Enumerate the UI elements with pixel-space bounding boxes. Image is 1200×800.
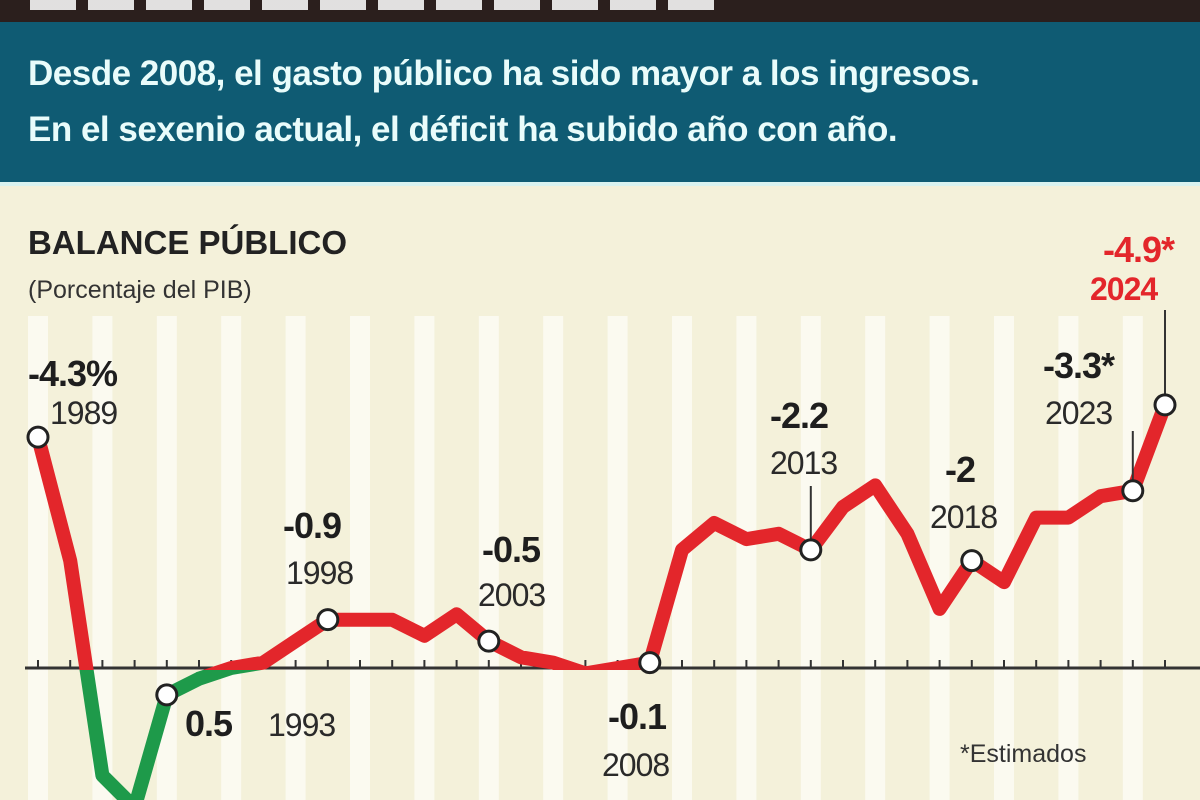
year-label: 2008 xyxy=(602,747,669,783)
year-label: 1989 xyxy=(50,395,117,431)
subtitle-line-1: Desde 2008, el gasto público ha sido may… xyxy=(28,54,980,93)
subtitle-line-2: En el sexenio actual, el déficit ha subi… xyxy=(28,110,898,149)
point-marker xyxy=(799,538,823,562)
year-stripe xyxy=(414,316,435,800)
leader-lines xyxy=(809,310,1166,541)
footnote: *Estimados xyxy=(960,740,1086,768)
point-marker xyxy=(638,651,662,675)
value-label: 0.5 xyxy=(185,703,233,744)
balance-chart: BALANCE PÚBLICO (Porcentaje del PIB) -4.… xyxy=(25,224,1200,800)
point-marker xyxy=(316,608,340,632)
year-stripe xyxy=(865,316,886,800)
annotation-labels: -4.3%1989 0.5 1993 -0.9 1998 -0.5 2003 -0.1 2008… xyxy=(28,229,1176,783)
year-stripe xyxy=(607,316,628,800)
year-stripe xyxy=(1058,316,1079,800)
point-marker xyxy=(960,549,984,573)
point-marker xyxy=(155,683,179,707)
point-markers xyxy=(26,393,1177,707)
value-label: -2 xyxy=(945,449,975,490)
point-marker xyxy=(1153,393,1177,417)
value-label: -4.9* xyxy=(1103,229,1175,270)
value-label: -0.5 xyxy=(482,529,541,570)
cropped-headline xyxy=(30,0,720,10)
year-label: 2018 xyxy=(930,499,997,535)
point-marker xyxy=(477,629,501,653)
value-label: -0.9 xyxy=(283,505,341,546)
point-marker xyxy=(26,425,50,449)
year-stripe xyxy=(994,316,1014,800)
year-stripe xyxy=(736,316,757,800)
year-label: 2013 xyxy=(770,445,837,481)
year-stripe xyxy=(929,316,950,800)
year-stripe xyxy=(92,316,113,800)
year-stripe xyxy=(350,316,370,800)
year-label: 2023 xyxy=(1045,395,1112,431)
point-marker xyxy=(1121,479,1145,503)
year-label: 2003 xyxy=(478,577,545,613)
year-label: 1998 xyxy=(286,555,353,591)
value-label: -0.1 xyxy=(608,696,667,737)
year-stripe xyxy=(156,316,177,800)
value-label: -4.3% xyxy=(28,353,118,394)
year-stripe xyxy=(478,316,499,800)
year-stripe xyxy=(1122,316,1143,800)
value-label: -3.3* xyxy=(1043,345,1115,386)
year-stripe xyxy=(543,316,564,800)
year-stripe xyxy=(221,316,242,800)
chart-title: BALANCE PÚBLICO xyxy=(28,224,347,261)
year-label: 1993 xyxy=(268,707,335,743)
title-band xyxy=(0,0,1200,22)
year-stripes xyxy=(28,316,1143,800)
value-label: -2.2 xyxy=(770,395,828,436)
chart-subtitle: (Porcentaje del PIB) xyxy=(28,276,252,304)
subtitle-band: Desde 2008, el gasto público ha sido may… xyxy=(0,22,1200,186)
year-stripe xyxy=(285,316,306,800)
year-label: 2024 xyxy=(1090,271,1158,307)
